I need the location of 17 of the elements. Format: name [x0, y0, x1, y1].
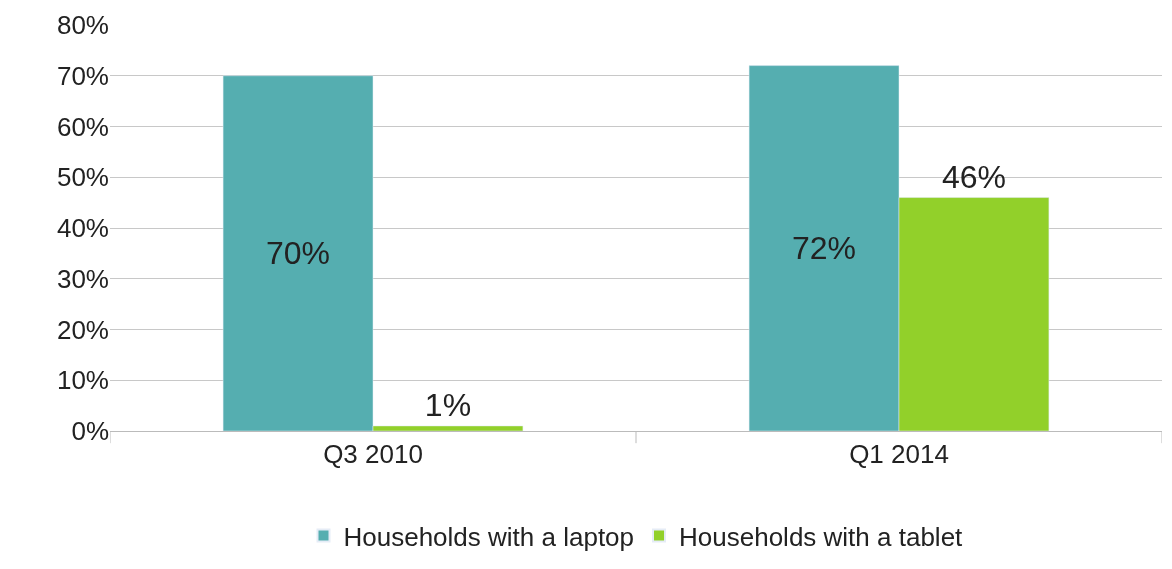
legend-label: Households with a laptop [343, 521, 635, 552]
y-tick-label: 20% [56, 314, 109, 345]
y-tick-label: 30% [56, 263, 109, 294]
y-tick-label: 10% [56, 365, 109, 396]
y-tick-label: 0% [71, 416, 109, 447]
data-label: 46% [941, 158, 1006, 195]
y-tick-label: 80% [56, 10, 109, 41]
data-label: 1% [424, 386, 472, 423]
x-tick-label: Q3 2010 [323, 439, 423, 470]
y-tick-label: 70% [56, 60, 109, 91]
y-tick-label: 60% [56, 111, 109, 142]
data-label: 72% [792, 230, 857, 267]
legend-label: Households with a tablet [679, 521, 964, 552]
y-tick-label: 50% [56, 162, 109, 193]
x-tick-label: Q1 2014 [849, 439, 949, 470]
y-tick-label: 40% [56, 213, 109, 244]
data-label: 70% [266, 235, 331, 272]
